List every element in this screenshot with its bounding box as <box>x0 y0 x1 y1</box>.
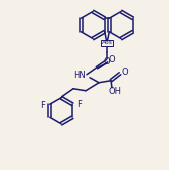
Text: O: O <box>104 57 110 66</box>
Text: OH: OH <box>108 87 122 96</box>
Text: Abs: Abs <box>102 40 112 45</box>
Text: O: O <box>109 55 115 64</box>
Text: O: O <box>122 68 128 77</box>
Text: F: F <box>40 101 45 110</box>
Text: F: F <box>77 100 82 109</box>
Text: HN: HN <box>74 71 86 80</box>
